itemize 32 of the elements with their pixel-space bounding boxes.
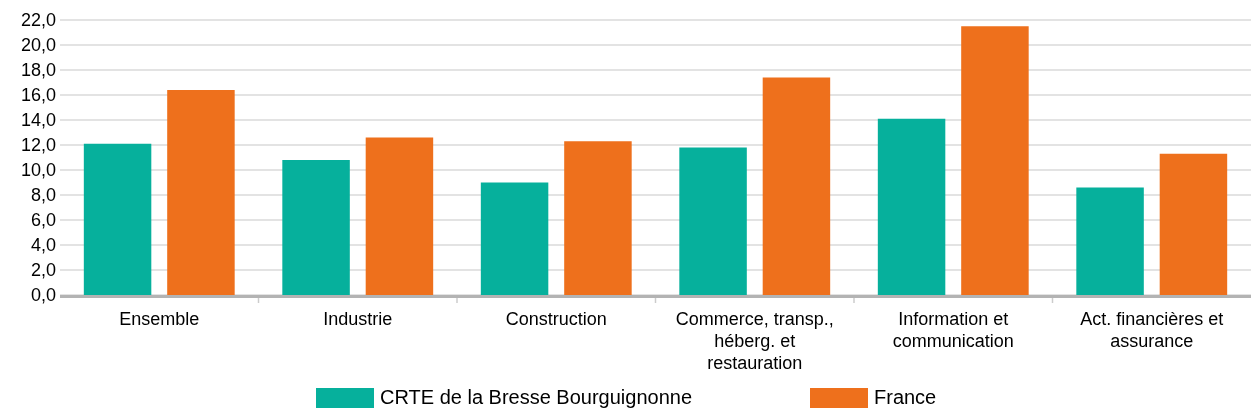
legend-label: France (874, 386, 937, 408)
y-tick-label: 16,0 (20, 85, 56, 106)
y-tick-label: 20,0 (20, 35, 56, 56)
bar (961, 26, 1029, 295)
x-tick-label: Industrie (323, 309, 393, 329)
y-tick-label: 12,0 (20, 135, 56, 156)
y-tick-label: 18,0 (20, 60, 56, 81)
bar (167, 90, 235, 295)
y-tick-label: 22,0 (20, 10, 56, 31)
y-tick-label: 6,0 (30, 210, 56, 231)
x-tick-label: Ensemble (119, 309, 200, 329)
bar (762, 77, 831, 295)
bar (877, 118, 946, 295)
x-tick-label: Information et communication (892, 309, 1014, 351)
bar (480, 182, 549, 295)
y-tick-label: 8,0 (30, 185, 56, 206)
y-tick-label: 10,0 (20, 160, 56, 181)
legend-label: CRTE de la Bresse Bourguignonne (380, 386, 693, 408)
bar (1159, 153, 1228, 295)
x-tick-label: Construction (505, 309, 607, 329)
bar (564, 141, 632, 295)
bar (1076, 187, 1144, 295)
y-tick-label: 14,0 (20, 110, 56, 131)
bar (679, 147, 747, 295)
x-tick-label: Commerce, transp., héberg. et restauration (675, 309, 834, 373)
bar (282, 160, 350, 295)
y-tick-label: 0,0 (30, 285, 56, 306)
bar (365, 137, 434, 295)
y-tick-label: 4,0 (30, 235, 56, 256)
y-tick-label: 2,0 (30, 260, 56, 281)
x-tick-label: Act. financières et assurance (1080, 309, 1224, 351)
bar (83, 143, 152, 295)
